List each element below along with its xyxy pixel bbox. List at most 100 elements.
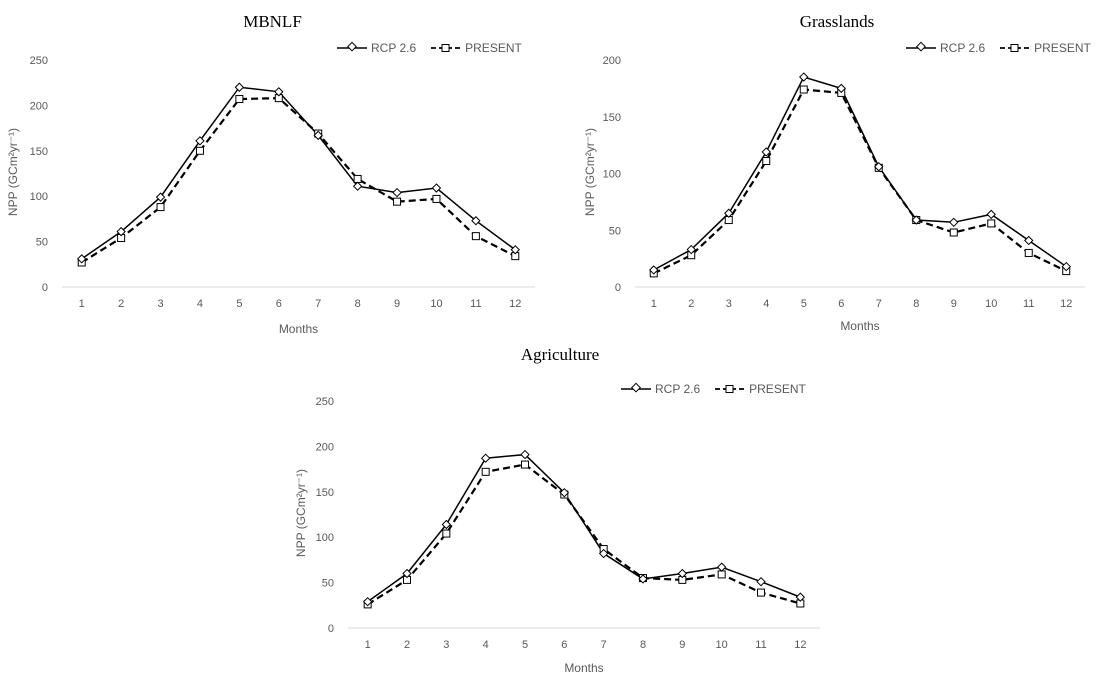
y-tick-label: 50: [322, 578, 334, 590]
series-line-rcp: [367, 453, 801, 603]
data-point-present: [762, 157, 771, 166]
legend-rcp-line-icon: [337, 41, 367, 52]
y-tick-label: 250: [316, 396, 334, 408]
data-point-rcp: [431, 183, 442, 193]
x-tick-label: 4: [197, 298, 203, 310]
legend-label-rcp: RCP 2.6: [655, 382, 701, 396]
legend-label-present: PRESENT: [465, 41, 522, 55]
x-tick-label: 11: [755, 639, 766, 651]
x-tick-label: 6: [276, 298, 282, 310]
x-tick-label: 1: [651, 298, 657, 310]
data-point-rcp: [911, 215, 921, 225]
data-point-rcp: [195, 136, 205, 146]
y-tick-label: 150: [316, 487, 334, 499]
legend-item-rcp: RCP 2.6: [336, 41, 416, 55]
data-point-present: [987, 219, 996, 228]
x-tick-label: 8: [640, 639, 646, 651]
x-tick-label: 7: [315, 298, 321, 310]
y-axis-label: NPP (GCm²yr⁻¹): [583, 127, 597, 217]
data-point-rcp: [598, 548, 609, 559]
legend-label-rcp: RCP 2.6: [940, 41, 986, 55]
x-tick-label: 7: [876, 298, 882, 310]
chart-grasslands: Grasslands RCP 2.6 PRESENT 0 50 100 150 200 1…: [575, 0, 1099, 340]
x-tick-label: 6: [838, 298, 844, 310]
y-tick-label: 250: [30, 55, 48, 67]
x-tick-label: 1: [79, 298, 85, 310]
data-point-rcp: [155, 192, 166, 202]
legend-present-line-icon: [431, 44, 462, 52]
series-line-rcp: [653, 76, 1067, 271]
data-point-rcp: [480, 453, 491, 463]
x-tick-label: 7: [601, 639, 607, 651]
data-point-rcp: [352, 181, 363, 191]
data-point-rcp: [799, 72, 809, 82]
data-point-rcp: [638, 574, 648, 584]
data-point-rcp: [677, 568, 688, 579]
data-point-present: [799, 85, 808, 94]
y-tick-label: 50: [36, 237, 48, 249]
legend-rcp-line-icon: [621, 382, 651, 393]
x-tick-label: 2: [688, 298, 694, 310]
y-axis-label: NPP (GCm²yr⁻¹): [294, 468, 308, 558]
legend-item-rcp: RCP 2.6: [620, 382, 700, 396]
data-point-present: [393, 197, 402, 206]
legend-item-present: PRESENT: [430, 41, 522, 55]
x-tick-label: 10: [716, 639, 728, 651]
data-point-rcp: [686, 244, 696, 255]
data-point-present: [195, 146, 204, 155]
data-point-present: [949, 228, 958, 237]
series-line-rcp: [81, 86, 516, 260]
y-axis-label: NPP (GCm²yr⁻¹): [6, 127, 20, 217]
legend-item-present: PRESENT: [714, 382, 806, 396]
data-point-rcp: [392, 187, 402, 198]
y-tick-label: 150: [30, 146, 48, 158]
data-point-rcp: [362, 596, 373, 607]
legend-label-rcp: RCP 2.6: [371, 41, 417, 55]
x-tick-label: 9: [394, 298, 400, 310]
data-point-rcp: [471, 216, 481, 226]
chart-title: Grasslands: [799, 12, 875, 31]
data-point-rcp: [313, 130, 323, 141]
x-tick-label: 1: [365, 639, 371, 651]
x-tick-label: 9: [951, 298, 957, 310]
data-point-rcp: [1061, 261, 1071, 272]
chart-title: MBNLF: [243, 12, 302, 31]
data-point-present: [757, 588, 765, 597]
y-tick-label: 100: [316, 532, 334, 544]
x-tick-label: 3: [443, 639, 449, 651]
x-tick-label: 8: [913, 298, 919, 310]
legend-label-present: PRESENT: [1034, 41, 1091, 55]
x-tick-label: 5: [236, 298, 242, 310]
data-point-present: [521, 460, 529, 469]
series-line-present: [81, 97, 516, 264]
data-point-present: [1024, 248, 1033, 257]
data-point-present: [156, 203, 165, 212]
data-point-rcp: [649, 265, 659, 275]
data-point-present: [481, 467, 490, 476]
data-point-present: [717, 570, 726, 579]
data-point-present: [353, 174, 362, 183]
data-point-rcp: [77, 254, 87, 264]
data-point-present: [442, 529, 451, 538]
legend-label-present: PRESENT: [749, 382, 806, 396]
x-tick-label: 3: [726, 298, 732, 310]
y-tick-label: 100: [603, 169, 621, 181]
data-point-rcp: [874, 161, 884, 172]
data-point-rcp: [1024, 235, 1034, 246]
data-point-rcp: [559, 488, 570, 498]
x-tick-label: 11: [1023, 298, 1034, 310]
legend-rcp-line-icon: [906, 41, 936, 52]
chart-legend: RCP 2.6 PRESENT: [322, 41, 522, 55]
x-tick-label: 8: [355, 298, 361, 310]
data-point-rcp: [510, 245, 520, 255]
data-point-rcp: [724, 208, 734, 218]
chart-legend: RCP 2.6 PRESENT: [606, 382, 806, 396]
legend-item-rcp: RCP 2.6: [905, 41, 985, 55]
data-point-rcp: [795, 592, 806, 602]
y-tick-label: 150: [603, 112, 621, 124]
y-tick-label: 0: [328, 623, 334, 635]
x-axis-label: Months: [278, 322, 319, 336]
x-axis-label: Months: [564, 661, 604, 675]
